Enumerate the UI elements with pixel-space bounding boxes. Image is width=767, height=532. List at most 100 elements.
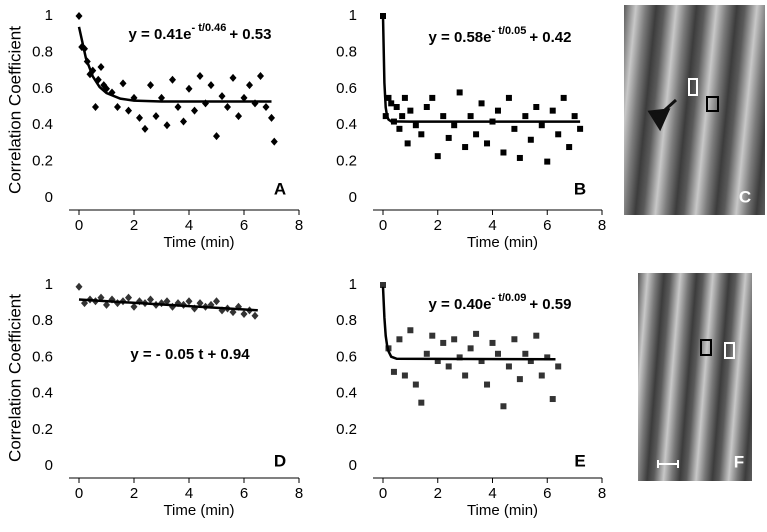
panel-label: C xyxy=(739,187,751,206)
data-point xyxy=(467,113,474,120)
equation-exponent: - t/0.46 xyxy=(192,22,227,34)
x-axis-label: Time (min) xyxy=(467,234,538,251)
y-tick-label: 0.2 xyxy=(336,153,357,170)
equation: y = 0.41e- t/0.46 + 0.53 xyxy=(129,22,272,43)
data-point xyxy=(396,125,403,132)
data-point xyxy=(396,336,403,343)
panel: 0 2 4 6 8 0 0.2 0.4 0.6 0.8 1 Time (min) Correlation… xyxy=(5,276,303,519)
x-tick-label: 0 xyxy=(379,485,387,502)
y-tick-label: 0.4 xyxy=(32,116,53,133)
data-point xyxy=(158,93,165,102)
data-point xyxy=(380,282,386,288)
y-tick-label: 1 xyxy=(45,276,53,293)
data-point xyxy=(229,73,237,82)
x-tick-label: 6 xyxy=(543,217,551,234)
y-tick-label: 0.4 xyxy=(336,116,357,133)
data-point xyxy=(235,112,242,121)
image-c: C xyxy=(624,5,765,215)
x-tick-label: 8 xyxy=(598,217,606,234)
equation: y = - 0.05 t + 0.94 xyxy=(130,346,250,363)
y-tick-label: 0.2 xyxy=(32,153,53,170)
y-tick-label: 0.2 xyxy=(336,421,357,438)
equation-rest: + 0.59 xyxy=(529,296,571,313)
micrograph xyxy=(638,273,752,481)
data-point xyxy=(527,136,534,143)
data-point xyxy=(399,113,406,120)
data-point xyxy=(522,113,529,120)
y-axis-label: Correlation Coefficient xyxy=(5,294,24,462)
data-point xyxy=(246,81,253,90)
x-tick-label: 8 xyxy=(598,485,606,502)
data-point xyxy=(185,297,193,306)
data-point xyxy=(401,372,408,379)
data-point xyxy=(207,81,215,90)
x-tick-label: 4 xyxy=(488,217,496,234)
y-tick-label: 0.8 xyxy=(32,43,53,60)
data-point xyxy=(429,332,436,339)
data-point xyxy=(434,153,441,160)
data-point xyxy=(180,117,187,126)
data-point xyxy=(494,350,501,357)
data-point xyxy=(390,368,397,375)
y-tick-label: 0.8 xyxy=(32,312,53,329)
data-point xyxy=(462,372,469,379)
data-point xyxy=(196,299,204,308)
equation-base: y = 0.40e xyxy=(429,296,492,313)
x-tick-label: 2 xyxy=(434,217,442,234)
data-point xyxy=(163,121,171,130)
panel-label: F xyxy=(734,452,744,471)
x-tick-label: 4 xyxy=(488,485,496,502)
data-point xyxy=(169,75,176,84)
y-tick-label: 0.6 xyxy=(336,348,357,365)
data-point xyxy=(456,89,463,96)
data-point xyxy=(500,403,507,410)
x-tick-label: 8 xyxy=(295,485,303,502)
panel-label: B xyxy=(574,179,586,198)
data-point xyxy=(451,122,458,129)
data-point xyxy=(418,399,425,406)
y-tick-label: 0.8 xyxy=(336,43,357,60)
data-point xyxy=(185,84,193,93)
data-point xyxy=(473,330,480,337)
y-tick-label: 0 xyxy=(349,457,357,474)
data-point xyxy=(451,336,458,343)
data-point xyxy=(440,339,447,346)
data-point xyxy=(152,112,160,121)
roi-box xyxy=(700,339,712,356)
data-point xyxy=(484,140,491,147)
data-point xyxy=(473,131,480,138)
equation: y = 0.40e- t/0.09 + 0.59 xyxy=(429,292,572,313)
fit-line xyxy=(381,15,581,123)
data-point xyxy=(147,295,154,304)
data-point xyxy=(103,300,110,309)
data-point xyxy=(240,93,248,102)
image-f: F xyxy=(638,273,752,481)
data-point xyxy=(555,131,562,138)
data-point xyxy=(163,297,171,306)
data-point xyxy=(571,113,578,120)
panel-label: E xyxy=(574,451,585,470)
data-point xyxy=(125,293,132,302)
y-tick-label: 0.4 xyxy=(32,385,53,402)
data-point xyxy=(467,345,474,352)
data-point xyxy=(196,72,204,81)
data-point xyxy=(505,94,512,101)
x-axis-label: Time (min) xyxy=(163,502,234,519)
panel-label: A xyxy=(274,179,286,198)
data-point xyxy=(119,79,127,88)
data-point xyxy=(407,107,414,114)
data-point xyxy=(511,336,518,343)
data-point xyxy=(533,332,540,339)
x-axis-label: Time (min) xyxy=(163,234,234,251)
data-point xyxy=(97,62,105,71)
data-point xyxy=(549,107,556,114)
y-tick-label: 1 xyxy=(349,276,357,293)
data-point xyxy=(92,103,99,111)
data-point xyxy=(440,113,447,120)
data-point xyxy=(240,309,248,318)
data-point xyxy=(560,94,567,101)
data-point xyxy=(385,94,392,101)
x-tick-label: 6 xyxy=(543,485,551,502)
data-point xyxy=(218,92,226,101)
data-point xyxy=(262,103,270,111)
